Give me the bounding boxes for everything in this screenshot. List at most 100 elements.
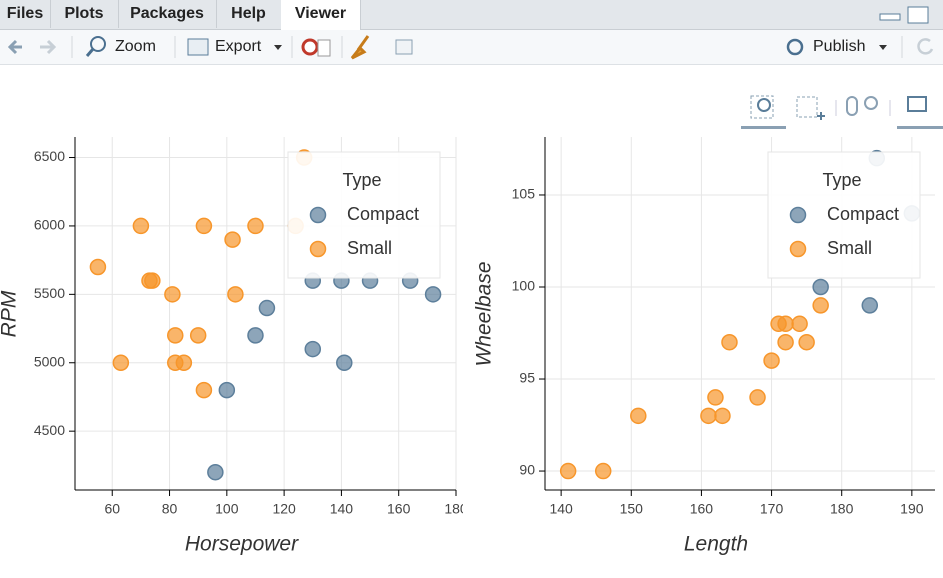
- box-zoom-tool[interactable]: [750, 95, 774, 119]
- x-tick-label: 100: [215, 501, 239, 517]
- y-tick-label: 6000: [34, 217, 65, 233]
- x-tick-label: 160: [387, 501, 411, 517]
- point: [424, 286, 442, 303]
- popout-icon[interactable]: [395, 39, 413, 55]
- x-tick-label: 80: [162, 501, 178, 517]
- legend-label: Small: [347, 238, 392, 258]
- tab[interactable]: Plots: [50, 0, 119, 28]
- legend-label: Small: [827, 238, 872, 258]
- legend-marker: [309, 206, 327, 224]
- point: [189, 327, 207, 344]
- x-tick-label: 60: [104, 501, 120, 517]
- point: [707, 389, 724, 406]
- publish-caret[interactable]: [879, 45, 887, 50]
- y-tick-label: 105: [512, 186, 536, 202]
- box-select-plus: [817, 112, 825, 120]
- point: [144, 272, 161, 289]
- hover-tool[interactable]: [864, 96, 878, 110]
- point: [218, 381, 236, 399]
- x-tick-label: 120: [272, 501, 296, 517]
- point: [227, 286, 244, 303]
- x-tick-label: 150: [620, 501, 644, 517]
- x-tick-label: 140: [549, 501, 573, 517]
- tab[interactable]: Viewer: [281, 0, 361, 30]
- point: [89, 258, 107, 276]
- point: [594, 462, 612, 480]
- point: [132, 217, 150, 235]
- x-tick-label: 180: [444, 501, 463, 517]
- y-tick-label: 90: [519, 462, 535, 478]
- point: [195, 381, 213, 399]
- point: [630, 407, 647, 425]
- export-icon[interactable]: [187, 38, 209, 56]
- tab-bar: Files Plots Packages Help Viewer: [0, 0, 943, 30]
- point: [791, 315, 808, 333]
- zoom-button[interactable]: Zoom: [115, 38, 156, 55]
- tab[interactable]: Help: [216, 0, 282, 28]
- point: [247, 327, 264, 344]
- point: [714, 407, 731, 425]
- publish-button[interactable]: Publish: [813, 38, 866, 55]
- publish-icon[interactable]: [786, 38, 804, 56]
- y-tick-label: 95: [519, 370, 535, 386]
- remove-icon[interactable]: [301, 38, 319, 56]
- legend-label: Compact: [347, 204, 419, 224]
- point: [112, 354, 130, 372]
- bokeh-toolbar: [741, 95, 943, 129]
- x-tick-label: 140: [330, 501, 354, 517]
- pane-controls: [879, 6, 929, 24]
- toolbar-icons: [7, 35, 934, 60]
- chart: 60 80 100 120 140 160 180 4500 5000 5500 6000 6500 H…: [0, 137, 463, 556]
- export-button[interactable]: Export: [215, 38, 262, 55]
- point: [777, 333, 794, 351]
- clear-icon[interactable]: [350, 35, 370, 60]
- point: [258, 299, 276, 317]
- point: [224, 231, 241, 248]
- point: [207, 463, 224, 481]
- point: [336, 354, 353, 372]
- x-tick-label: 190: [900, 501, 924, 517]
- y-tick-label: 5000: [34, 353, 65, 369]
- y-tick-label: 5500: [34, 285, 65, 301]
- help-tool[interactable]: [907, 96, 927, 112]
- point: [559, 462, 577, 480]
- remove-icon-page: [317, 39, 331, 57]
- x-tick-label: 170: [760, 501, 784, 517]
- point: [777, 315, 794, 333]
- y-tick-label: 4500: [34, 422, 65, 438]
- point: [812, 297, 829, 314]
- refresh-icon: [917, 38, 934, 55]
- point: [812, 278, 829, 296]
- wheel-zoom-tool[interactable]: [846, 96, 858, 116]
- minimize-button[interactable]: [879, 13, 901, 21]
- maximize-button[interactable]: [907, 6, 929, 24]
- point: [749, 389, 766, 406]
- y-axis-label: RPM: [0, 290, 21, 337]
- point: [798, 333, 815, 351]
- point: [195, 217, 213, 235]
- zoom-icon[interactable]: [90, 36, 106, 52]
- y-tick-label: 6500: [34, 148, 65, 164]
- tab[interactable]: Packages: [118, 0, 217, 28]
- zoom-icon-handle: [85, 48, 95, 57]
- active-tool: [897, 126, 943, 129]
- export-caret[interactable]: [274, 45, 282, 50]
- point: [175, 354, 193, 372]
- y-tick-label: 100: [512, 278, 536, 294]
- legend-marker: [309, 240, 327, 258]
- legend-label: Compact: [827, 204, 899, 224]
- point: [164, 286, 181, 303]
- box-select-tool[interactable]: [796, 96, 818, 118]
- point: [304, 340, 322, 358]
- forward-icon: [40, 39, 57, 55]
- legend-title: Type: [822, 170, 861, 190]
- chart: 140 150 160 170 180 190 90 95 100 105 Length Wheelb…: [473, 137, 935, 556]
- point: [861, 297, 879, 314]
- back-icon[interactable]: [7, 39, 22, 55]
- tab[interactable]: Files: [0, 0, 51, 28]
- point: [700, 407, 717, 425]
- legend-marker: [789, 206, 807, 224]
- x-axis-label: Horsepower: [185, 533, 299, 556]
- legend-marker: [789, 240, 807, 258]
